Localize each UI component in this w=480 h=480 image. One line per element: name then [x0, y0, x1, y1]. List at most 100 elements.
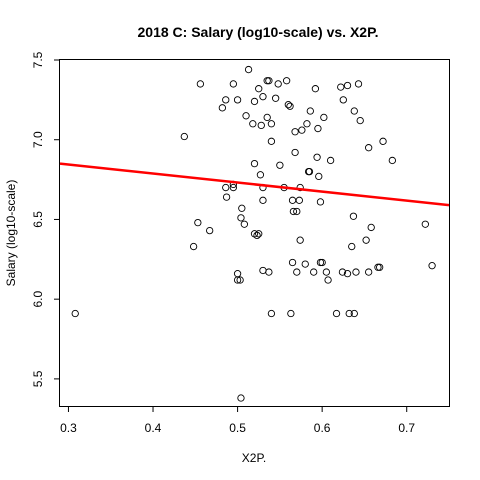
y-axis-label: Salary (log10-scale): [4, 180, 18, 287]
data-point: [222, 96, 230, 104]
data-point: [428, 262, 436, 270]
x-tick-label: 0.5: [229, 421, 246, 435]
data-point: [326, 156, 335, 165]
data-point: [196, 80, 205, 88]
data-point: [237, 394, 245, 402]
data-point: [339, 96, 347, 104]
data-point: [296, 236, 304, 244]
data-point: [189, 242, 198, 251]
data-point: [265, 77, 273, 85]
data-point: [421, 220, 429, 228]
data-point: [348, 242, 356, 251]
data-point: [289, 207, 298, 216]
data-point: [255, 85, 263, 93]
data-point: [255, 230, 263, 238]
data-point: [233, 276, 242, 284]
data-point: [238, 204, 246, 212]
x-tick-label: 0.6: [314, 421, 331, 435]
x-tick-label: 0.4: [145, 421, 162, 435]
data-point: [367, 223, 375, 232]
data-point: [320, 113, 328, 122]
data-point: [314, 124, 322, 133]
data-point: [345, 309, 353, 318]
data-point: [303, 120, 311, 128]
data-point: [274, 80, 282, 88]
data-point: [271, 94, 280, 102]
data-point: [324, 276, 332, 284]
data-point: [306, 107, 314, 115]
data-point: [257, 121, 265, 130]
data-point: [379, 137, 387, 145]
data-point: [267, 309, 276, 318]
data-point: [296, 183, 304, 192]
data-point: [365, 268, 373, 276]
y-tick-label: 6.0: [31, 291, 45, 308]
data-point: [284, 100, 292, 109]
data-point: [286, 102, 294, 110]
data-point: [236, 276, 244, 284]
data-point: [218, 104, 227, 112]
data-point: [356, 116, 364, 125]
x-tick-label: 0.7: [398, 421, 415, 435]
data-point: [338, 268, 347, 276]
data-point: [263, 113, 271, 122]
regression-line: [59, 162, 450, 207]
data-point: [376, 263, 384, 271]
data-point: [365, 144, 373, 152]
x-axis: 0.3 0.4 0.5 0.6 0.7: [60, 406, 415, 435]
regression-line-group: [59, 162, 450, 207]
data-point: [71, 309, 79, 318]
data-point: [322, 268, 331, 276]
data-point: [288, 258, 297, 267]
data-point: [316, 198, 325, 206]
data-point: [315, 172, 323, 181]
data-point: [305, 167, 314, 176]
data-point: [311, 85, 320, 93]
data-point: [244, 65, 253, 74]
data-point: [291, 128, 299, 136]
data-point: [343, 270, 352, 278]
data-point: [222, 193, 231, 201]
data-point: [295, 196, 303, 204]
data-point: [267, 137, 276, 145]
data-point: [240, 220, 249, 228]
y-tick-label: 7.0: [31, 131, 45, 148]
data-point: [194, 218, 202, 227]
data-point: [250, 159, 259, 168]
data-point: [282, 77, 291, 85]
data-point: [276, 161, 284, 169]
data-point: [222, 183, 230, 192]
data-point: [250, 97, 259, 106]
data-point: [229, 80, 238, 88]
data-points: [71, 65, 436, 402]
data-point: [265, 268, 273, 276]
plot-frame: [59, 59, 450, 407]
data-point: [249, 120, 257, 128]
data-point: [256, 171, 265, 179]
data-point: [362, 236, 370, 244]
data-point: [318, 258, 326, 267]
y-tick-label: 7.5: [31, 51, 45, 68]
data-point: [233, 96, 242, 104]
data-point: [349, 212, 358, 220]
data-point: [267, 120, 276, 128]
data-point: [343, 81, 352, 90]
data-point: [350, 107, 358, 115]
data-point: [242, 112, 250, 120]
data-point: [388, 156, 396, 165]
data-point: [354, 80, 363, 88]
data-point: [350, 309, 358, 318]
data-point: [259, 93, 267, 101]
y-tick-label: 6.5: [31, 211, 45, 228]
data-point: [310, 268, 318, 276]
data-point: [301, 260, 309, 268]
y-axis: 5.5 6.0 6.5 7.0 7.5: [31, 51, 60, 387]
data-point: [229, 183, 238, 192]
data-point: [332, 309, 341, 318]
data-point: [293, 207, 301, 216]
x-tick-label: 0.3: [60, 421, 77, 435]
x-axis-label: X2P.: [242, 451, 266, 465]
data-point: [287, 309, 295, 318]
